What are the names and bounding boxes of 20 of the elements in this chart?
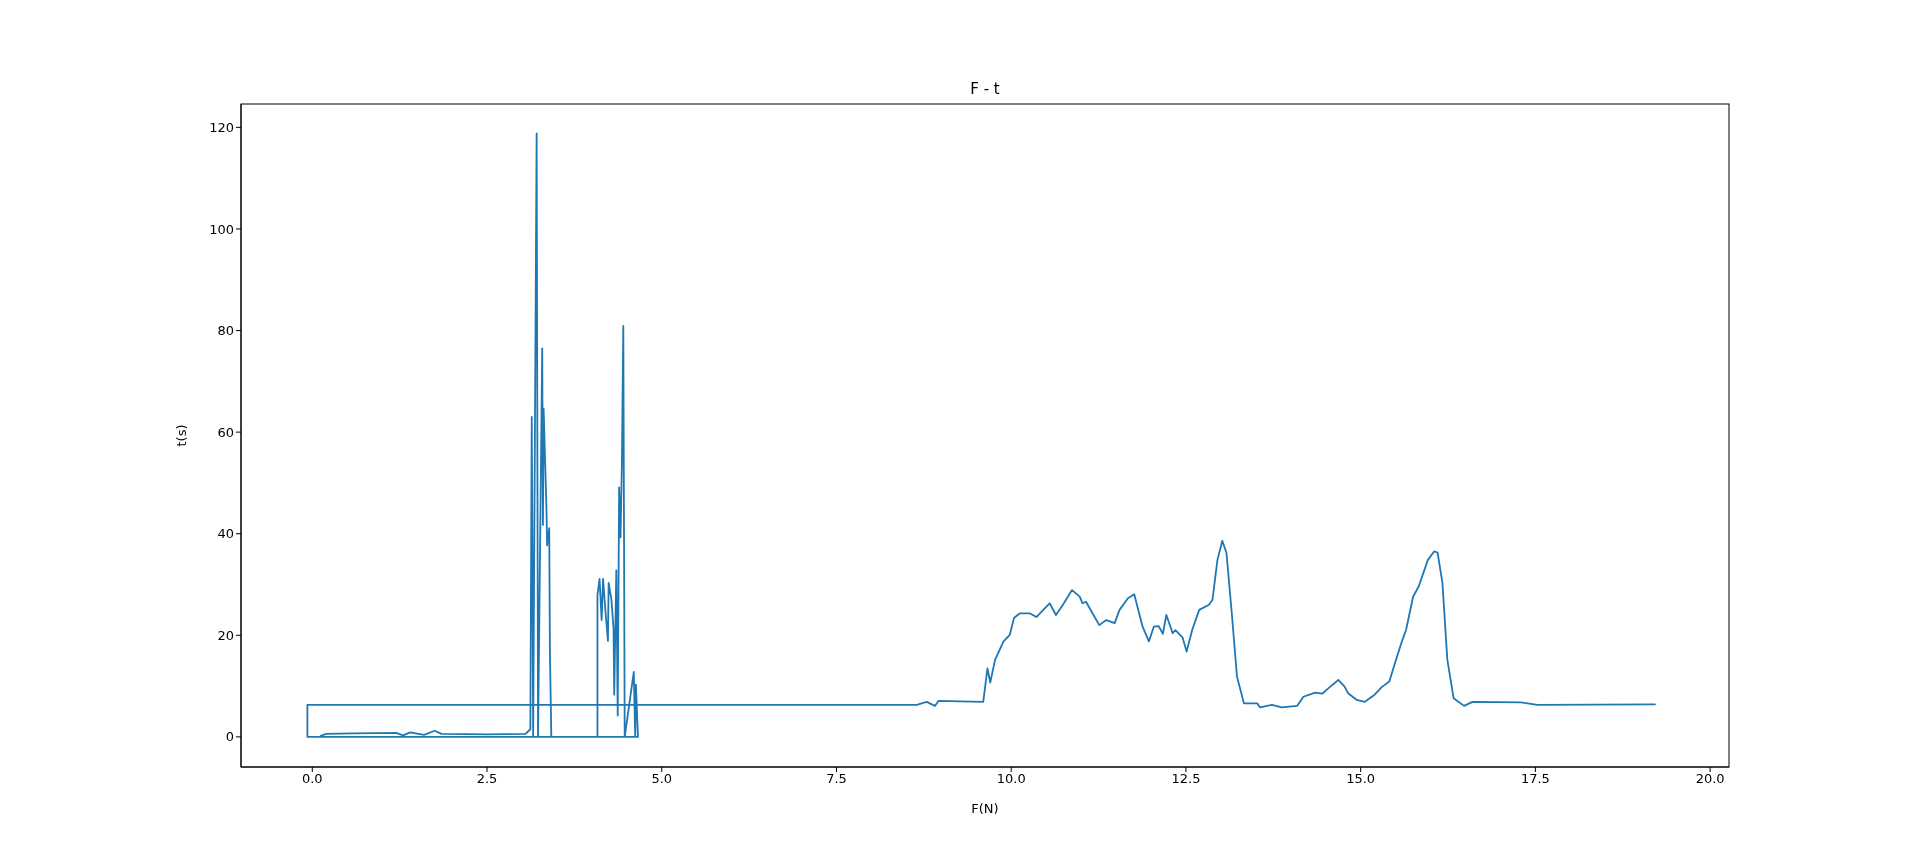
y-axis-title: t(s) — [173, 424, 189, 447]
x-tick-label: 7.5 — [826, 771, 847, 787]
line-series — [306, 132, 1656, 738]
y-tick-label: 120 — [209, 119, 234, 135]
x-tick-label: 15.0 — [1346, 771, 1376, 787]
x-tick-label: 12.5 — [1171, 771, 1201, 787]
x-tick-label: 0.0 — [301, 771, 323, 787]
y-tick-label: 100 — [209, 221, 234, 237]
y-tick-label: 20 — [217, 627, 234, 643]
x-tick-label: 5.0 — [651, 771, 673, 787]
chart-title: F - t — [969, 80, 1001, 98]
x-tick-label: 20.0 — [1695, 771, 1725, 787]
x-tick-label: 10.0 — [996, 771, 1026, 787]
y-tick-label: 40 — [217, 526, 234, 542]
x-tick-label: 2.5 — [476, 771, 498, 787]
y-tick-label: 0 — [225, 729, 234, 745]
x-axis-title: F(N) — [971, 801, 999, 816]
x-tick-label: 17.5 — [1520, 771, 1550, 787]
y-tick-label: 60 — [217, 424, 234, 440]
y-tick-label: 80 — [217, 323, 234, 339]
